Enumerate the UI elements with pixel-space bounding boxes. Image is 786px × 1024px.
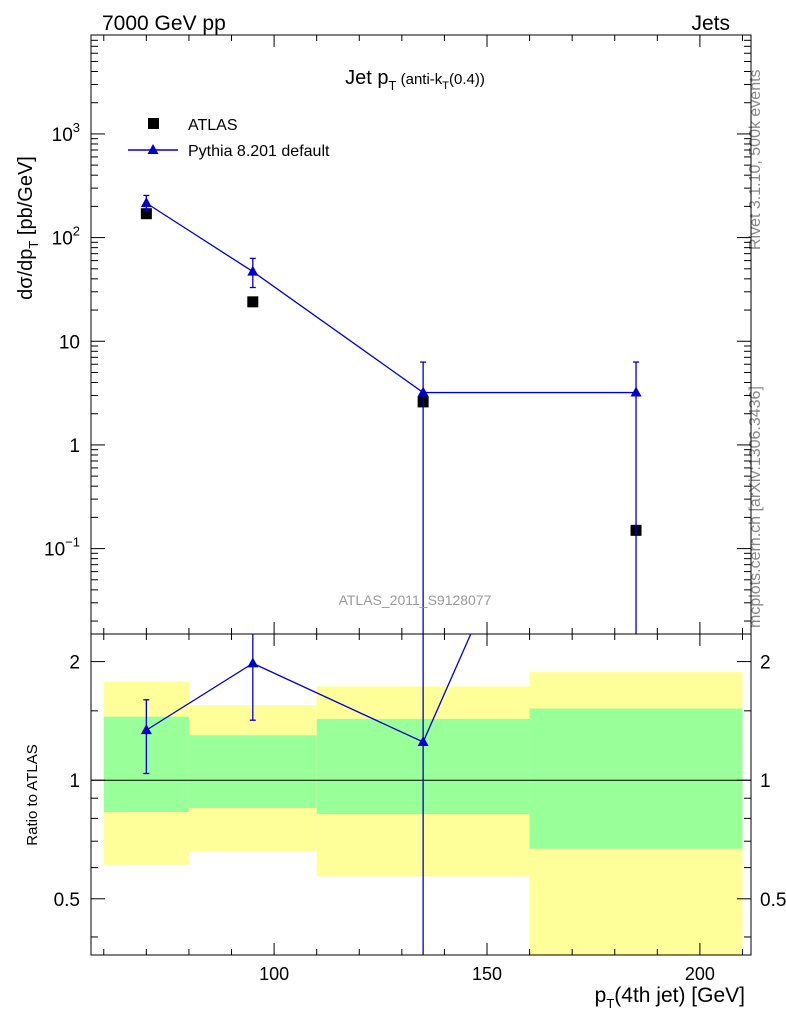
atlas-point xyxy=(247,296,259,308)
legend: ATLAS Pythia 8.201 default xyxy=(128,117,330,160)
y-tick-label: 1 xyxy=(69,436,80,457)
atlas-point xyxy=(140,208,152,220)
header-left: 7000 GeV pp xyxy=(102,12,226,35)
main-title: Jet pT (anti-kT(0.4)) xyxy=(345,67,485,93)
x-tick-label: 100 xyxy=(259,964,289,984)
pythia-line xyxy=(146,202,424,394)
x-tick-label: 200 xyxy=(685,964,715,984)
y-tick-label: 10 xyxy=(59,332,80,353)
legend-pythia-label: Pythia 8.201 default xyxy=(188,143,330,160)
y-tick-label: 10−1 xyxy=(44,535,80,561)
x-tick-label: 150 xyxy=(472,964,502,984)
ratio-pythia-point xyxy=(140,724,152,735)
main-y-axis-label: dσ/dpT [pb/GeV] xyxy=(15,156,41,300)
legend-atlas-label: ATLAS xyxy=(188,117,238,134)
pythia-point xyxy=(247,265,259,276)
y-tick-label: 103 xyxy=(52,120,80,146)
pythia-point xyxy=(630,386,642,397)
ratio-pythia-point xyxy=(417,736,429,747)
band-inner-1 xyxy=(188,735,317,809)
ratio-y-tick-label-right: 2 xyxy=(760,653,771,674)
rivet-label: Rivet 3.1.10, 500k events xyxy=(747,69,764,250)
ratio-frame xyxy=(90,633,752,956)
pythia-point xyxy=(140,197,152,208)
mcplots-label: mcplots.cern.ch [arXiv:1306.3436] xyxy=(747,386,764,628)
ratio-pythia-point xyxy=(247,657,259,668)
ratio-y-tick-label-right: 1 xyxy=(760,771,771,792)
ratio-y-tick-label-right: 0.5 xyxy=(760,890,786,911)
main-watermark: ATLAS_2011_S9128077 xyxy=(339,592,492,608)
ratio-pythia-line xyxy=(146,633,472,743)
y-tick-label: 102 xyxy=(52,224,80,250)
ratio-y-tick-label-left: 1 xyxy=(69,771,80,792)
ratio-y-tick-label-left: 0.5 xyxy=(54,890,80,911)
ratio-y-axis-label: Ratio to ATLAS xyxy=(24,744,41,845)
pythia-point xyxy=(417,386,429,397)
x-axis-label: pT(4th jet) [GeV] xyxy=(595,984,745,1011)
band-inner-3 xyxy=(529,708,743,849)
legend-atlas-marker xyxy=(148,118,159,129)
ratio-panel: 100 150 200 0.5 0.5 1 1 2 2 Ratio to ATLAS pT(4t… xyxy=(24,633,786,1011)
header-right: Jets xyxy=(691,12,730,35)
legend-pythia-marker xyxy=(147,144,159,154)
ratio-y-tick-label-left: 2 xyxy=(69,653,80,674)
